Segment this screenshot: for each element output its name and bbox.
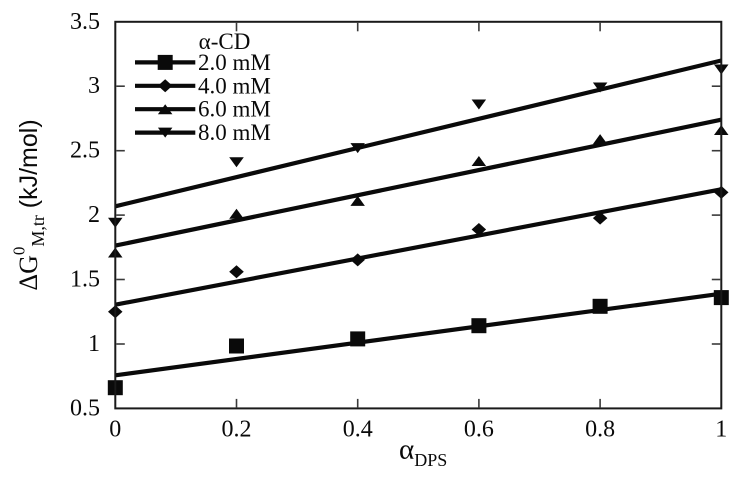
svg-text:6.0 mM: 6.0 mM [198, 97, 271, 122]
svg-text:0: 0 [109, 417, 121, 443]
svg-text:0.8: 0.8 [585, 417, 615, 443]
svg-text:0.2: 0.2 [222, 417, 252, 443]
svg-text:0.6: 0.6 [464, 417, 494, 443]
svg-text:1.5: 1.5 [70, 267, 100, 293]
svg-text:1: 1 [715, 417, 727, 443]
svg-text:0.4: 0.4 [343, 417, 373, 443]
svg-text:2.0 mM: 2.0 mM [198, 50, 271, 75]
svg-text:2: 2 [88, 202, 100, 228]
svg-text:2.5: 2.5 [70, 138, 100, 164]
svg-text:3.5: 3.5 [70, 9, 100, 35]
svg-text:α-CD: α-CD [199, 29, 251, 54]
svg-text:4.0 mM: 4.0 mM [198, 73, 271, 98]
svg-text:1: 1 [88, 331, 100, 357]
svg-text:8.0 mM: 8.0 mM [198, 120, 271, 145]
svg-text:3: 3 [88, 73, 100, 99]
svg-text:0.5: 0.5 [70, 395, 100, 421]
svg-text:ΔG0M,tr (kJ/mol): ΔG0M,tr (kJ/mol) [10, 119, 48, 290]
